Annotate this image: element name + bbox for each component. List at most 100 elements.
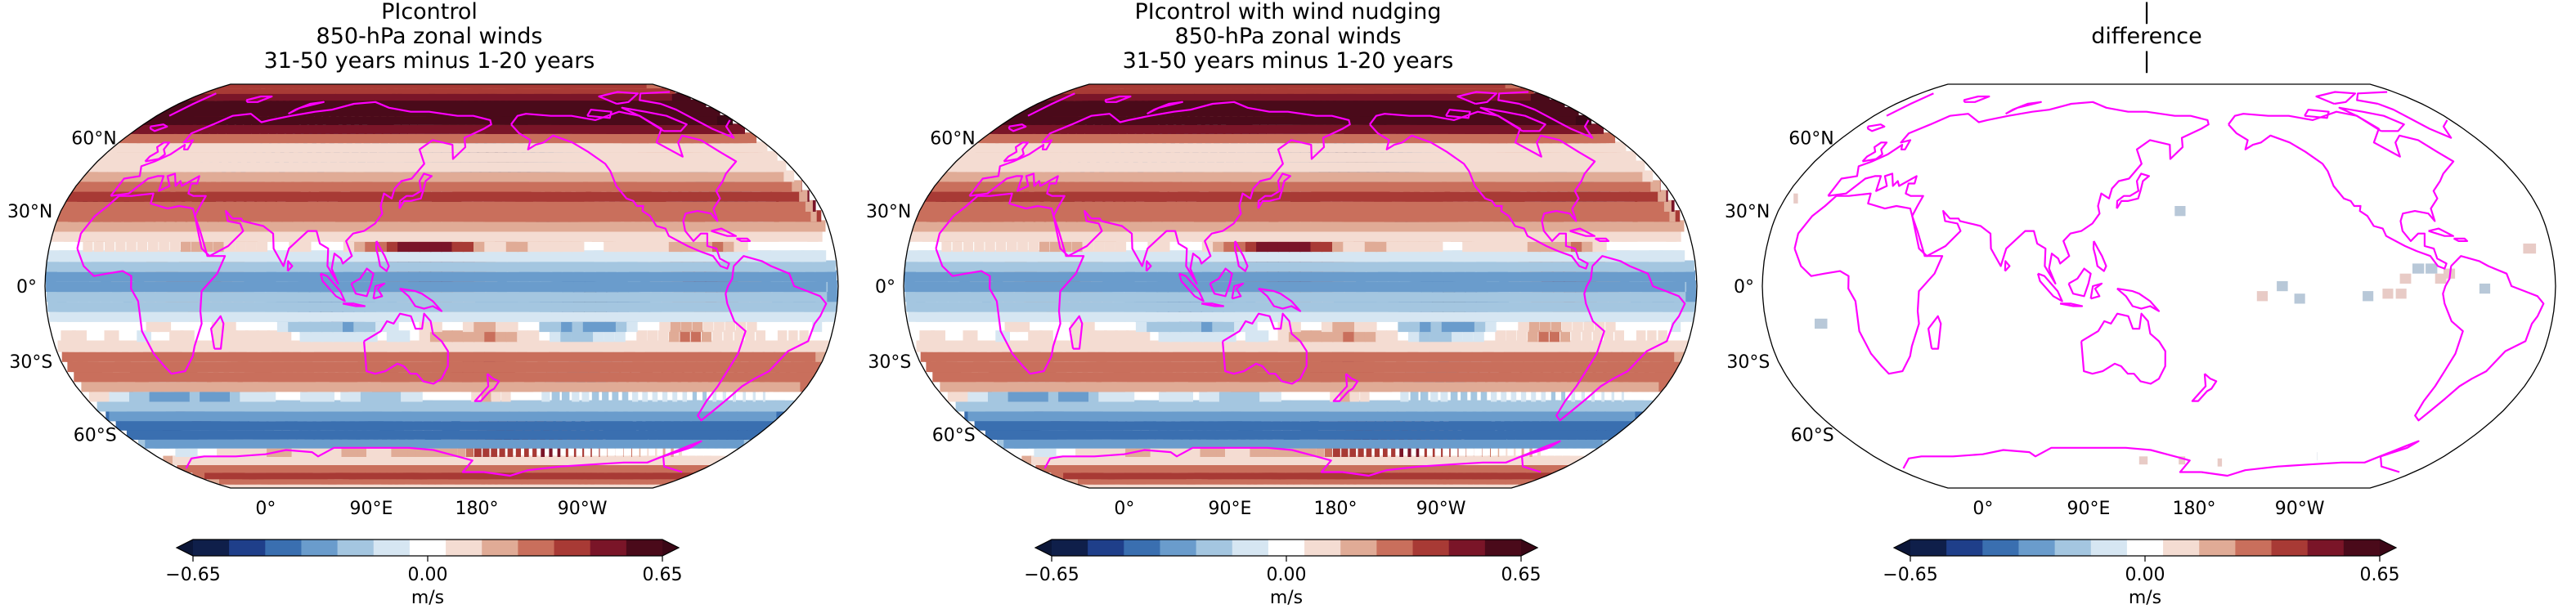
field-cell [1288,320,1301,333]
field-cell [762,390,765,402]
field-cell [1078,478,1533,485]
field-cell [298,320,312,333]
field-cell [1462,330,1474,343]
field-cell [582,447,585,457]
field-cell [581,330,594,343]
field-cell [560,240,574,253]
coastline-iceland [149,123,168,132]
field-cell [1424,447,1427,457]
field-cell [1343,240,1356,253]
coastline-south-america [697,255,828,422]
field-cell [995,240,1007,253]
field-cell [401,390,413,402]
field-cell [1560,330,1571,343]
field-cell [507,447,514,457]
field-cell [1561,320,1573,333]
field-cell [137,240,148,253]
field-cell [1440,330,1452,343]
field-cell [1343,330,1355,343]
field-cell [647,447,649,457]
field-cell [429,240,442,253]
field-cell [332,330,346,343]
field-cell [1510,390,1517,402]
field-cell [397,240,410,253]
field-cell [354,330,367,343]
coastline-madagascar [210,315,225,350]
field-cell [604,240,617,253]
field-cell [722,390,726,402]
field-cell [626,320,638,333]
field-cell [919,199,1664,212]
field-cell [1420,320,1431,333]
field-cell [484,240,497,253]
field-cell [364,320,378,333]
field-cell [662,447,666,457]
panel-title: PIcontrol with wind nudging 850-hPa zona… [859,0,1717,74]
field-layer [45,84,838,488]
field-cell [932,370,1665,383]
field-cell [119,132,743,144]
field-cell [655,447,657,457]
field-cell [473,330,486,343]
field-cell [550,320,562,333]
field-cell [484,330,496,343]
field-cell [665,92,691,101]
field-cell [1636,330,1646,343]
field-cell [636,240,650,253]
field-cell [343,320,356,333]
field-cell [1249,390,1262,402]
field-cell [631,447,632,457]
field-cell [549,240,563,253]
field-cell [602,390,609,402]
field-cell [462,320,475,333]
field-cell [714,320,725,333]
field-cell [1416,447,1420,457]
field-cell [1310,330,1323,343]
field-cell [1277,320,1290,333]
field-cell [1330,390,1340,402]
field-cell [1374,447,1380,457]
field-cell [1245,240,1258,253]
field-cell [1582,330,1592,343]
field-cell [380,390,393,402]
field-cell [1267,240,1280,253]
field-cell [1540,320,1551,333]
field-cell [1178,390,1193,402]
field-cell [222,320,236,333]
colorbar-segment [337,540,375,556]
field-cell [678,447,682,457]
coastline-borneo [350,267,375,298]
colorbar-segment [301,540,339,556]
coastline-java [342,302,366,307]
panel-picontrol-nudging: PIcontrol with wind nudging 850-hPa zona… [859,0,1717,609]
field-cell [1501,390,1507,402]
field-cell [1354,320,1367,333]
field-cell [1333,447,1340,457]
field-cell [419,330,432,343]
coastline-hispaniola [735,237,752,242]
field-cell [433,447,442,457]
field-cell [1420,390,1429,402]
field-cell [799,330,809,343]
field-cell [1450,390,1458,402]
coastline-svalbard [245,95,273,103]
field-cell [1223,240,1236,253]
field-cell [571,240,585,253]
field-cell [188,463,706,473]
field-cell [109,410,777,422]
field-cell [1201,330,1215,343]
field-cell [1604,330,1613,343]
field-cell [1308,447,1317,457]
title-line-1: PIcontrol with wind nudging [1134,0,1442,25]
field-cell [96,150,765,163]
field-cell [1551,390,1556,402]
field-cell [57,340,819,352]
field-cell [88,390,110,402]
field-cell [743,390,746,402]
colorbar-segment [409,540,447,556]
field-cell [120,419,767,431]
field-cell [681,320,692,333]
field-cell [549,447,553,457]
field-cell [604,320,616,333]
field-cell [46,270,826,282]
